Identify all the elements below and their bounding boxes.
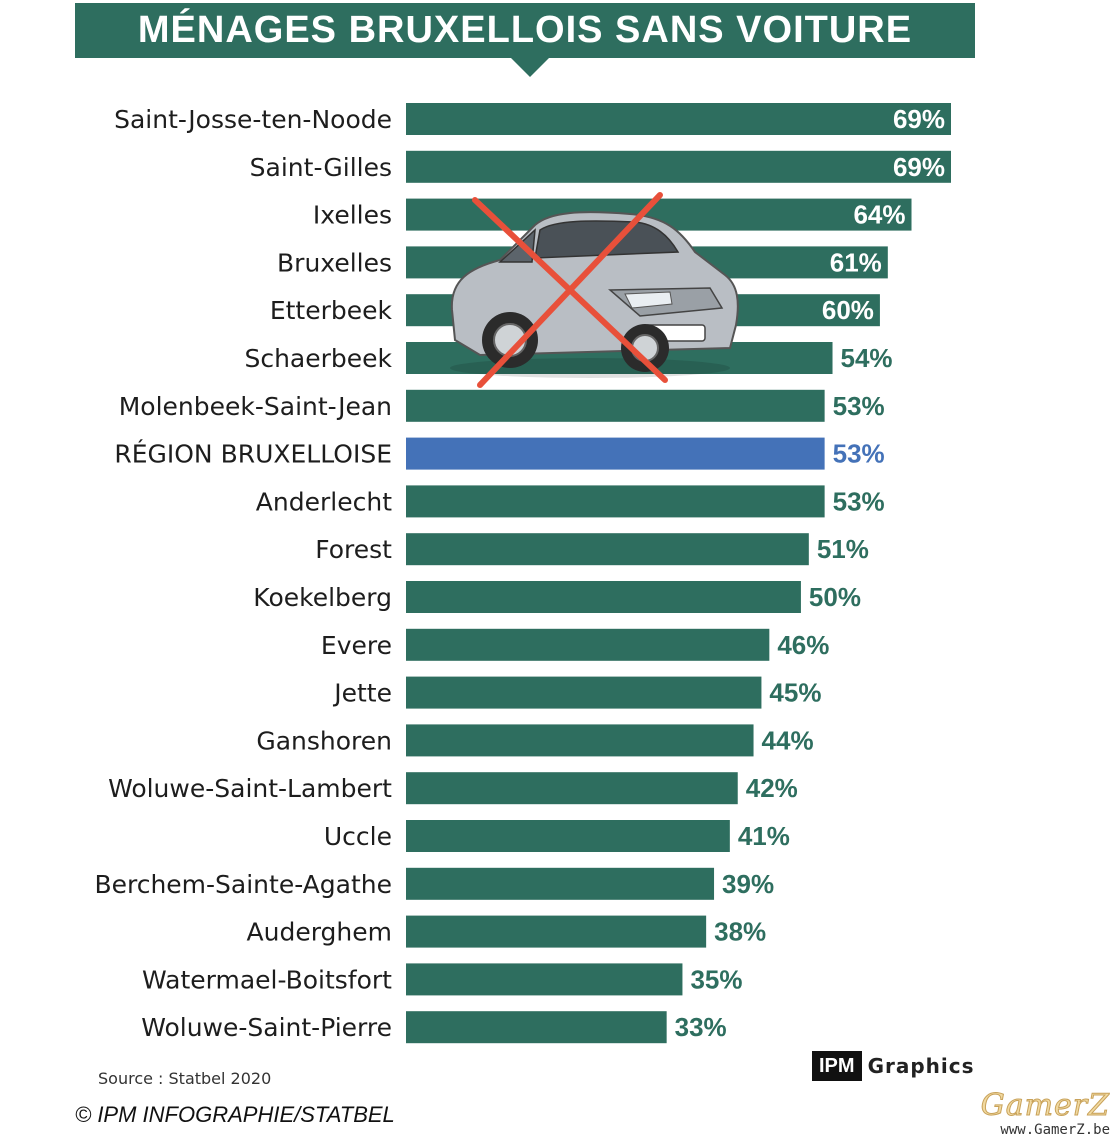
category-label: Forest	[315, 535, 392, 564]
value-label: 39%	[722, 869, 774, 899]
category-label: Saint-Gilles	[250, 153, 392, 182]
value-label: 35%	[690, 964, 742, 994]
category-label: Woluwe-Saint-Pierre	[141, 1013, 392, 1042]
category-label: Ixelles	[313, 201, 392, 230]
category-label: Berchem-Sainte-Agathe	[94, 870, 392, 899]
value-label: 50%	[809, 582, 861, 612]
chart-title: MÉNAGES BRUXELLOIS SANS VOITURE	[137, 9, 913, 51]
value-label: 54%	[841, 343, 893, 373]
banner-pointer	[511, 58, 549, 77]
category-label: Ganshoren	[256, 726, 392, 755]
ipm-logo-text: Graphics	[867, 1054, 975, 1078]
category-label: Saint-Josse-ten-Noode	[114, 105, 392, 134]
value-label: 45%	[769, 678, 821, 708]
category-label: Bruxelles	[277, 248, 392, 277]
source-note: Source : Statbel 2020	[98, 1069, 272, 1088]
value-label: 38%	[714, 917, 766, 947]
bar-10	[406, 581, 801, 613]
value-label: 69%	[893, 104, 945, 134]
bar-6	[406, 389, 825, 422]
bar-chart: Saint-Josse-ten-Noode 69% Saint-Gilles 69% I…	[94, 103, 951, 1044]
ipm-graphics-logo: IPM Graphics	[812, 1051, 975, 1081]
value-label: 53%	[833, 486, 885, 516]
value-label: 64%	[853, 200, 905, 230]
category-label: Evere	[321, 631, 392, 660]
category-label: Schaerbeek	[244, 344, 392, 373]
bar-7	[406, 437, 825, 470]
watermark: GamerZ www.GamerZ.be	[930, 1088, 1110, 1138]
bar-9	[406, 533, 809, 566]
bar-0	[406, 103, 951, 135]
category-label: Anderlecht	[256, 487, 392, 516]
bar-16	[406, 867, 715, 900]
watermark-url: www.GamerZ.be	[1000, 1122, 1110, 1138]
value-label: 51%	[817, 534, 869, 564]
category-label: RÉGION BRUXELLOISE	[114, 440, 392, 469]
bar-1	[406, 150, 951, 183]
bar-11	[406, 628, 770, 661]
copyright-credit: © IPM INFOGRAPHIE/STATBEL	[75, 1102, 395, 1127]
value-label: 53%	[833, 391, 885, 421]
value-label: 60%	[822, 295, 874, 325]
watermark-name: GamerZ	[980, 1088, 1110, 1123]
bar-8	[406, 485, 825, 518]
bar-13	[406, 724, 754, 757]
category-label: Watermael-Boitsfort	[142, 965, 392, 994]
category-label: Koekelberg	[253, 583, 392, 612]
crossed-out-car-icon	[450, 192, 739, 388]
category-label: Uccle	[324, 822, 392, 851]
category-label: Woluwe-Saint-Lambert	[108, 774, 392, 803]
bar-12	[406, 676, 762, 709]
bars-group: Saint-Josse-ten-Noode 69% Saint-Gilles 69% I…	[94, 103, 951, 1044]
value-label: 33%	[675, 1012, 727, 1042]
category-label: Etterbeek	[270, 296, 393, 325]
value-label: 44%	[762, 725, 814, 755]
ipm-logo-mark: IPM	[812, 1051, 862, 1081]
category-label: Molenbeek-Saint-Jean	[119, 392, 392, 421]
value-label: 42%	[746, 773, 798, 803]
value-label: 41%	[738, 821, 790, 851]
value-label: 53%	[833, 439, 885, 469]
bar-14	[406, 772, 738, 805]
value-label: 69%	[893, 152, 945, 182]
bar-19	[406, 1011, 667, 1044]
chart-title-banner: MÉNAGES BRUXELLOIS SANS VOITURE	[75, 3, 975, 58]
bar-15	[406, 820, 730, 852]
category-label: Jette	[332, 679, 392, 708]
value-label: 46%	[777, 630, 829, 660]
bar-17	[406, 915, 707, 948]
bar-18	[406, 963, 683, 996]
category-label: Auderghem	[247, 918, 392, 947]
value-label: 61%	[830, 247, 882, 277]
